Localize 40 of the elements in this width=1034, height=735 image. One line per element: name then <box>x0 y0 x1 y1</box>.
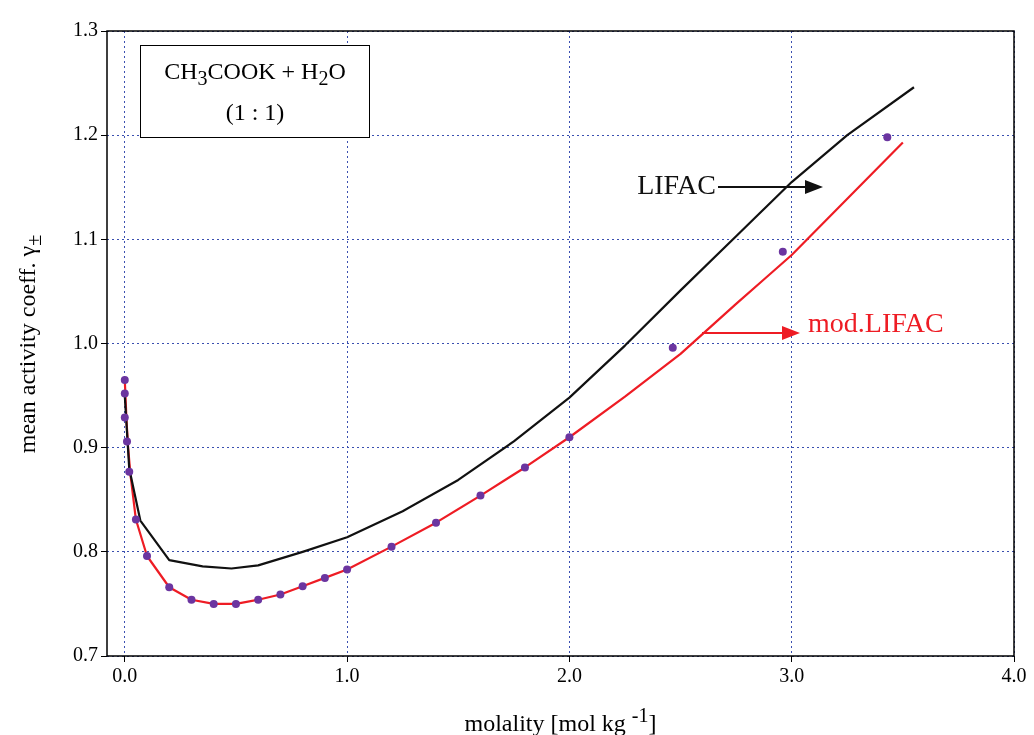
y-tick-label: 0.8 <box>73 539 98 562</box>
annotation: CH$_{3}$COOK + H$_{2}$O <box>163 57 347 91</box>
point <box>432 518 441 527</box>
point <box>254 595 263 604</box>
x-tick-label: 1.0 <box>334 664 360 687</box>
point <box>120 389 129 398</box>
series-label: LIFAC <box>637 169 716 201</box>
point <box>231 599 240 608</box>
point <box>343 565 352 574</box>
point <box>668 343 677 352</box>
point <box>883 133 892 142</box>
point <box>298 582 307 591</box>
point <box>123 437 132 446</box>
annotation: (1 : 1) <box>224 97 286 127</box>
y-tick-label: 1.1 <box>73 226 98 249</box>
point <box>565 433 574 442</box>
point <box>320 573 329 582</box>
x-tick-label: 4.0 <box>1001 664 1027 687</box>
x-tick-label: 2.0 <box>556 664 582 687</box>
point <box>143 552 152 560</box>
point <box>120 413 129 422</box>
point <box>476 491 485 500</box>
point <box>187 595 196 604</box>
x-tick-label: 3.0 <box>779 664 805 687</box>
point <box>778 247 787 256</box>
point <box>520 463 529 472</box>
point <box>165 583 174 592</box>
x-tick-label: 0.0 <box>112 664 138 687</box>
legend-label: mod.LIFAC <box>808 307 944 339</box>
y-tick-label: 1.2 <box>73 122 98 145</box>
point <box>120 375 129 384</box>
y-tick-label: 0.7 <box>73 643 98 666</box>
point <box>131 515 140 524</box>
y-tick-label: 0.9 <box>73 434 98 457</box>
y-tick-label: 1.3 <box>73 18 98 41</box>
point <box>276 590 285 599</box>
point <box>387 542 396 551</box>
point <box>209 599 218 608</box>
point <box>125 467 134 476</box>
y-tick-label: 1.0 <box>73 330 98 353</box>
